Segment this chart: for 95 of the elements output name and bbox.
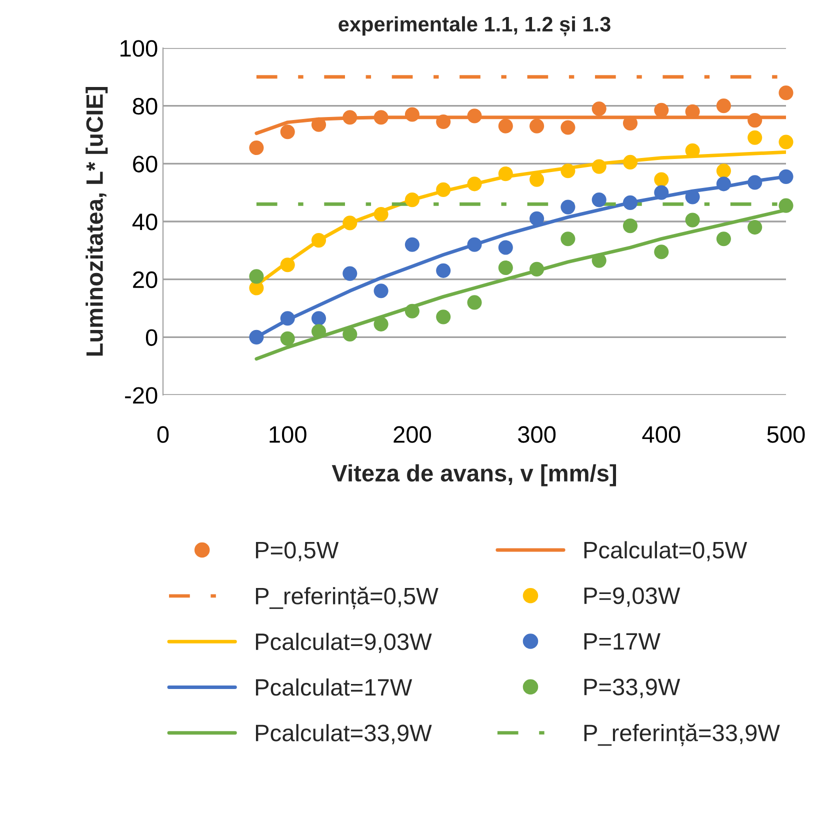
x-tick-label: 100 bbox=[270, 426, 306, 443]
point bbox=[592, 159, 606, 174]
point bbox=[748, 175, 762, 190]
point bbox=[249, 330, 264, 344]
point bbox=[748, 220, 762, 235]
point bbox=[622, 116, 638, 130]
legend-label: P=0,5W bbox=[256, 542, 339, 562]
point bbox=[436, 263, 451, 278]
point bbox=[592, 192, 606, 208]
point bbox=[467, 176, 482, 192]
legend-label: Pcalculat=0,5W bbox=[584, 541, 748, 562]
point bbox=[280, 124, 295, 140]
legend-label: P_referință=0,5W bbox=[256, 586, 438, 610]
point bbox=[530, 172, 544, 187]
point bbox=[404, 237, 420, 252]
point bbox=[311, 311, 326, 326]
y-tick-label: 20 bbox=[133, 271, 158, 288]
x-tick-label: 200 bbox=[394, 426, 431, 443]
point bbox=[560, 232, 576, 246]
legend-label: P=33,9W bbox=[584, 678, 680, 698]
y-tick-label: 0 bbox=[146, 329, 158, 346]
point bbox=[436, 114, 451, 130]
point bbox=[498, 260, 513, 276]
y-tick-label: -20 bbox=[125, 387, 158, 404]
point bbox=[716, 232, 731, 246]
point bbox=[748, 113, 762, 128]
point bbox=[654, 102, 669, 118]
point bbox=[280, 258, 295, 272]
x-tick-label: 0 bbox=[157, 426, 169, 443]
point bbox=[716, 164, 731, 178]
x-tick-label: 500 bbox=[767, 426, 805, 443]
legend-label: Pcalculat=33,9W bbox=[256, 724, 432, 744]
point bbox=[374, 284, 388, 298]
point bbox=[342, 110, 358, 125]
point bbox=[778, 86, 794, 100]
point bbox=[592, 253, 606, 268]
point bbox=[498, 166, 513, 182]
legend-label: Pcalculat=9,03W bbox=[256, 632, 432, 653]
point bbox=[404, 304, 420, 318]
legend-label: P_referință=33,9W bbox=[584, 724, 780, 746]
point bbox=[311, 324, 326, 339]
x-tick-label: 300 bbox=[518, 426, 556, 443]
point bbox=[498, 118, 513, 134]
point bbox=[498, 240, 513, 255]
point bbox=[622, 218, 638, 234]
point bbox=[530, 211, 544, 226]
y-tick-label: 60 bbox=[133, 156, 158, 172]
point bbox=[374, 206, 388, 222]
point bbox=[716, 98, 731, 114]
point bbox=[560, 120, 576, 135]
point bbox=[404, 107, 420, 122]
point bbox=[311, 233, 326, 248]
point bbox=[592, 101, 606, 116]
point bbox=[374, 316, 388, 332]
y-tick-label: 80 bbox=[132, 98, 158, 115]
point bbox=[685, 212, 700, 228]
point bbox=[342, 326, 358, 342]
point bbox=[342, 216, 358, 230]
point bbox=[778, 198, 794, 213]
point bbox=[280, 311, 295, 326]
y-tick-label: 40 bbox=[132, 214, 158, 230]
legend-label: P=17W bbox=[584, 633, 660, 650]
chart-title: experimentale 1.1, 1.2 și 1.3 bbox=[338, 16, 610, 36]
point bbox=[436, 182, 451, 197]
y-axis-title: Luminozitatea, L* [uCIE] bbox=[86, 87, 108, 356]
point bbox=[311, 117, 326, 132]
point bbox=[778, 134, 794, 150]
point bbox=[467, 295, 482, 310]
point bbox=[622, 154, 638, 170]
point bbox=[467, 108, 482, 124]
point bbox=[404, 192, 420, 208]
legend-label: P=9,03W bbox=[584, 587, 680, 607]
point bbox=[622, 195, 638, 210]
point bbox=[560, 200, 576, 214]
point bbox=[654, 244, 669, 260]
point bbox=[530, 262, 544, 276]
point bbox=[436, 310, 451, 324]
y-tick-label: 100 bbox=[120, 40, 158, 57]
x-tick-label: 400 bbox=[642, 426, 680, 443]
point bbox=[467, 237, 482, 252]
x-axis-title: Viteza de avans, v [mm/s] bbox=[332, 464, 616, 486]
point bbox=[748, 130, 762, 145]
point bbox=[249, 140, 264, 156]
point bbox=[654, 172, 669, 187]
point bbox=[530, 118, 544, 134]
point bbox=[778, 169, 794, 184]
legend-label: Pcalculat=17W bbox=[256, 678, 412, 696]
point bbox=[342, 266, 358, 281]
point bbox=[654, 185, 669, 200]
point bbox=[280, 331, 295, 346]
point bbox=[716, 176, 731, 192]
point bbox=[374, 110, 388, 125]
point bbox=[560, 164, 576, 178]
point bbox=[249, 269, 264, 284]
point bbox=[685, 190, 700, 204]
